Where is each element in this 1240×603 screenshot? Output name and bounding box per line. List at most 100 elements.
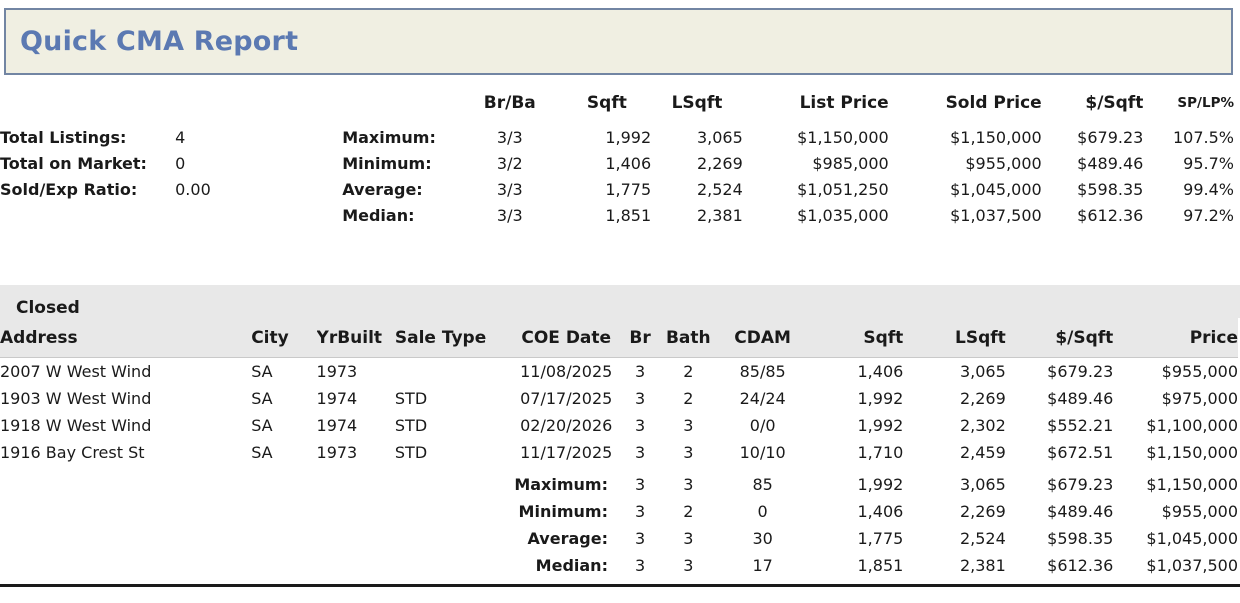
summary-header-spacer <box>0 87 457 125</box>
cell-price-per-sqft: $598.35 <box>1077 180 1144 199</box>
page-title: Quick CMA Report <box>20 26 299 57</box>
cell-sqft: 1,775 <box>857 529 904 548</box>
column-header-sale-type: Sale Type <box>394 318 513 358</box>
cell-address: 2007 W West Wind <box>0 362 152 381</box>
cell-sqft: 1,406 <box>857 502 904 521</box>
cell-sp-lp-pct: 95.7% <box>1183 154 1234 173</box>
cell-city: SA <box>251 362 273 381</box>
cell-br: 3 <box>634 475 646 494</box>
cell-cdam: 85 <box>752 475 773 494</box>
column-header-lsqft: LSqft <box>903 318 1006 358</box>
column-header-sp-lp-pct: SP/LP% <box>1177 94 1234 111</box>
stat-label: Sold/Exp Ratio: <box>0 180 138 199</box>
closed-summary-body: Maximum: 3 3 85 1,992 3,065 $679.23 $1,1… <box>0 471 1238 579</box>
cell-coe-date: 11/08/2025 <box>520 362 613 381</box>
cell-price: $1,150,000 <box>1146 443 1238 462</box>
cell-list-price: $1,035,000 <box>797 206 889 225</box>
cell-sold-price: $1,037,500 <box>950 206 1042 225</box>
cell-address: 1916 Bay Crest St <box>0 443 145 462</box>
cell-sale-type: STD <box>394 416 428 435</box>
cell-sale-type: STD <box>394 389 428 408</box>
cell-brba: 3/3 <box>496 180 523 199</box>
cell-yrbuilt: 1973 <box>316 362 358 381</box>
stat-value: 0.00 <box>175 180 211 199</box>
listing-row: 1903 W West Wind SA 1974 STD 07/17/2025 … <box>0 385 1238 412</box>
cell-br: 3 <box>634 502 646 521</box>
cell-coe-date: 02/20/2026 <box>520 416 613 435</box>
cell-price-per-sqft: $679.23 <box>1047 362 1114 381</box>
cell-lsqft: 3,065 <box>959 475 1006 494</box>
cell-bath: 2 <box>683 389 694 408</box>
cell-lsqft: 3,065 <box>696 128 743 147</box>
cell-city: SA <box>251 443 273 462</box>
cell-price-per-sqft: $489.46 <box>1047 389 1114 408</box>
cell-sold-price: $1,045,000 <box>950 180 1042 199</box>
closed-summary-label: Median: <box>535 556 608 575</box>
cell-br: 3 <box>634 389 646 408</box>
closed-summary-label: Minimum: <box>518 502 608 521</box>
column-header-city: City <box>251 318 317 358</box>
cell-sale-type: STD <box>394 443 428 462</box>
summary-header-row: Br/Ba Sqft LSqft List Price Sold Price $… <box>0 87 1234 125</box>
cell-sqft: 1,710 <box>857 443 904 462</box>
closed-summary-label: Maximum: <box>514 475 608 494</box>
cell-price: $955,000 <box>1161 362 1238 381</box>
stat-value: 4 <box>175 128 186 147</box>
bottom-divider <box>0 584 1240 587</box>
cell-lsqft: 2,459 <box>959 443 1006 462</box>
cell-price-per-sqft: $489.46 <box>1077 154 1144 173</box>
cell-cdam: 24/24 <box>739 389 786 408</box>
cell-sold-price: $1,150,000 <box>950 128 1042 147</box>
column-header-price-per-sqft: $/Sqft <box>1005 318 1114 358</box>
cell-sp-lp-pct: 99.4% <box>1183 180 1234 199</box>
listing-row: 1916 Bay Crest St SA 1973 STD 11/17/2025… <box>0 439 1238 471</box>
cell-coe-date: 11/17/2025 <box>520 443 613 462</box>
cell-price-per-sqft: $489.46 <box>1047 502 1114 521</box>
cell-sqft: 1,851 <box>605 206 652 225</box>
closed-header-row: Address City YrBuilt Sale Type COE Date … <box>0 318 1238 358</box>
stat-label: Total on Market: <box>0 154 147 173</box>
cell-price-per-sqft: $612.36 <box>1077 206 1144 225</box>
cell-list-price: $1,051,250 <box>797 180 889 199</box>
summary-row: Total on Market: 0 Minimum: 3/2 1,406 2,… <box>0 151 1234 177</box>
cell-sold-price: $955,000 <box>965 154 1042 173</box>
cell-sqft: 1,406 <box>857 362 904 381</box>
column-header-address: Address <box>0 318 252 358</box>
cell-price: $1,150,000 <box>1146 475 1238 494</box>
cell-bath: 3 <box>683 443 694 462</box>
cell-lsqft: 2,381 <box>959 556 1006 575</box>
cell-address: 1918 W West Wind <box>0 416 152 435</box>
column-header-price-per-sqft: $/Sqft <box>1085 93 1144 113</box>
cell-sp-lp-pct: 97.2% <box>1183 206 1234 225</box>
summary-row-label: Minimum: <box>342 154 432 173</box>
summary-table-body: Total Listings: 4 Maximum: 3/3 1,992 3,0… <box>0 125 1234 229</box>
summary-row: Total Listings: 4 Maximum: 3/3 1,992 3,0… <box>0 125 1234 151</box>
cell-sqft: 1,992 <box>857 389 904 408</box>
cell-br: 3 <box>634 362 646 381</box>
column-header-br: Br <box>619 318 661 358</box>
cell-cdam: 10/10 <box>739 443 786 462</box>
cell-cdam: 0/0 <box>749 416 776 435</box>
listing-row: 1918 W West Wind SA 1974 STD 02/20/2026 … <box>0 412 1238 439</box>
cell-cdam: 0 <box>757 502 768 521</box>
cell-br: 3 <box>634 443 646 462</box>
closed-summary-row: Minimum: 3 2 0 1,406 2,269 $489.46 $955,… <box>0 498 1238 525</box>
cell-yrbuilt: 1973 <box>316 443 358 462</box>
cell-bath: 2 <box>683 502 694 521</box>
cell-price-per-sqft: $552.21 <box>1047 416 1114 435</box>
cell-lsqft: 2,524 <box>696 180 743 199</box>
column-header-bath: Bath <box>660 318 717 358</box>
summary-table-header: Br/Ba Sqft LSqft List Price Sold Price $… <box>0 87 1234 125</box>
column-header-list-price: List Price <box>799 93 889 113</box>
cell-price-per-sqft: $679.23 <box>1047 475 1114 494</box>
cell-price: $1,045,000 <box>1146 529 1238 548</box>
cell-lsqft: 2,381 <box>696 206 743 225</box>
cell-price-per-sqft: $672.51 <box>1047 443 1114 462</box>
cell-yrbuilt: 1974 <box>316 389 358 408</box>
cell-br: 3 <box>634 556 646 575</box>
column-header-coe-date: COE Date <box>512 318 620 358</box>
cell-price: $1,100,000 <box>1146 416 1238 435</box>
cell-price: $975,000 <box>1161 389 1238 408</box>
cell-bath: 3 <box>683 475 694 494</box>
cell-lsqft: 2,269 <box>959 502 1006 521</box>
